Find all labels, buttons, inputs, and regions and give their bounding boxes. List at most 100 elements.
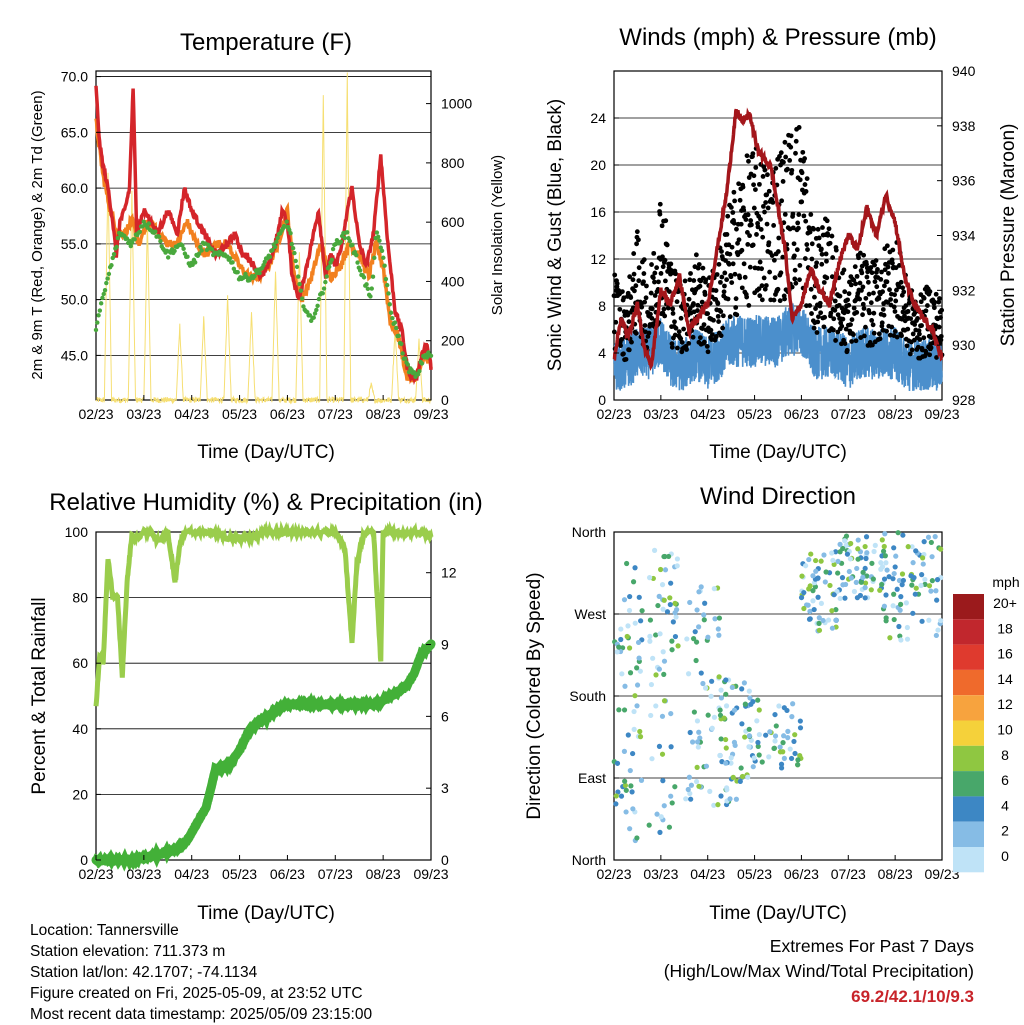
- dewpoint-point: [350, 242, 355, 248]
- direction-point: [790, 701, 796, 707]
- direction-point: [630, 750, 636, 757]
- direction-point: [855, 556, 861, 562]
- direction-point: [922, 576, 928, 583]
- gust-point: [659, 223, 665, 229]
- y2-tick-label: 936: [952, 173, 976, 189]
- direction-point: [882, 531, 888, 537]
- gust-point: [860, 284, 866, 290]
- gust-point: [885, 264, 891, 270]
- direction-point: [791, 738, 797, 745]
- gust-point: [625, 312, 631, 318]
- dewpoint-point: [372, 255, 377, 261]
- direction-point: [808, 551, 814, 557]
- gust-point: [819, 251, 825, 257]
- y-tick-label: West: [574, 606, 606, 622]
- gust-point: [700, 265, 706, 271]
- temperature-plot-frame: [95, 70, 432, 401]
- station-latlon: Station lat/lon: 42.1707; -74.1134: [30, 964, 258, 981]
- dewpoint-point: [329, 257, 334, 262]
- dewpoint-point: [196, 251, 202, 256]
- gust-point: [857, 280, 863, 286]
- gust-point: [778, 270, 784, 276]
- y2-tick-label: 800: [441, 155, 465, 171]
- gust-point: [728, 205, 734, 210]
- gust-point: [663, 218, 669, 224]
- direction-point: [913, 585, 919, 591]
- dewpoint-point: [417, 368, 422, 374]
- direction-point: [616, 707, 622, 713]
- gust-point: [893, 298, 899, 304]
- direction-point: [777, 744, 783, 750]
- dewpoint-point: [101, 291, 106, 297]
- gust-point: [807, 229, 813, 235]
- gust-point: [627, 274, 633, 280]
- gust-point: [813, 306, 818, 311]
- direction-point: [739, 686, 745, 692]
- gust-point: [871, 330, 877, 336]
- gust-point: [908, 316, 914, 322]
- direction-point: [624, 633, 630, 640]
- gust-point: [720, 325, 726, 331]
- gust-point: [839, 341, 844, 347]
- direction-point: [648, 681, 655, 688]
- gust-point: [780, 179, 786, 184]
- direction-point: [813, 568, 819, 574]
- gust-point: [766, 188, 772, 194]
- gust-point: [778, 150, 784, 156]
- direction-point: [792, 750, 798, 757]
- gust-point: [787, 158, 793, 163]
- dewpoint-point: [330, 246, 336, 252]
- gust-point: [753, 165, 759, 170]
- x-tick-label: 07/23: [831, 406, 866, 422]
- gust-point: [877, 336, 883, 342]
- dewpoint-point: [388, 310, 394, 315]
- direction-point: [815, 575, 821, 581]
- dewpoint-point: [327, 264, 332, 269]
- dewpoint-point: [185, 254, 190, 259]
- direction-point: [792, 732, 798, 738]
- direction-point: [693, 778, 700, 785]
- gust-point: [661, 306, 667, 312]
- direction-point: [839, 575, 846, 581]
- gust-point: [851, 305, 857, 311]
- gust-point: [779, 198, 785, 204]
- gust-point: [648, 311, 653, 317]
- dewpoint-point: [403, 356, 408, 361]
- gust-point: [633, 283, 639, 289]
- dewpoint-point: [114, 244, 119, 250]
- x-tick-label: 02/23: [596, 406, 631, 422]
- dewpoint-point: [244, 274, 249, 280]
- direction-point: [658, 814, 664, 820]
- gust-point: [780, 254, 786, 260]
- extremes-subtitle: (High/Low/Max Wind/Total Precipitation): [663, 961, 974, 981]
- direction-point: [746, 688, 752, 694]
- gust-point: [792, 276, 798, 282]
- direction-point: [854, 565, 860, 572]
- gust-point: [878, 277, 884, 282]
- gust-point: [900, 285, 906, 291]
- station-elevation: Station elevation: 711.373 m: [30, 943, 226, 960]
- x-tick-label: 04/23: [174, 406, 209, 422]
- direction-point: [829, 550, 835, 556]
- direction-point: [754, 718, 760, 724]
- direction-point: [919, 618, 925, 624]
- y2-tick-label: 9: [441, 637, 449, 653]
- direction-point: [898, 637, 904, 643]
- gust-point: [651, 250, 657, 256]
- direction-point: [692, 629, 698, 635]
- direction-point: [773, 723, 779, 729]
- gust-point: [761, 203, 766, 209]
- gust-point: [715, 301, 721, 306]
- direction-point: [716, 615, 723, 621]
- gust-point: [933, 291, 939, 297]
- dewpoint-point: [209, 247, 215, 252]
- direction-point: [618, 636, 624, 643]
- gust-point: [829, 233, 835, 239]
- gust-point: [923, 308, 929, 314]
- direction-point: [811, 606, 817, 613]
- gust-point: [760, 174, 766, 179]
- legend-label: 0: [1001, 848, 1009, 864]
- dewpoint-point: [399, 341, 404, 347]
- direction-point: [634, 703, 640, 709]
- direction-point: [751, 755, 757, 761]
